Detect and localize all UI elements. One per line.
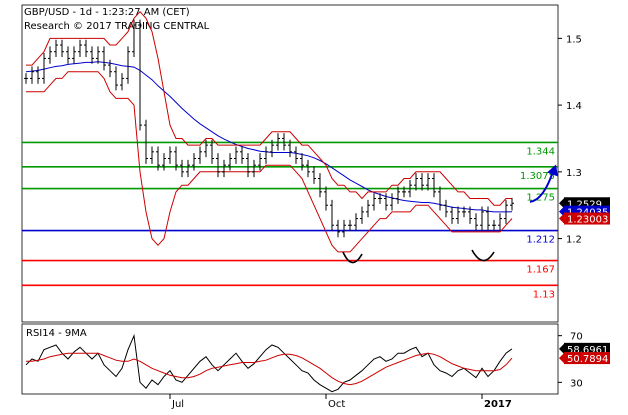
bollinger_upper-line [26, 10, 512, 206]
x-tick-label: Jul [171, 399, 184, 410]
chart-header-title: GBP/USD - 1d - 1:23:27 AM (CET) [24, 7, 190, 18]
price-series [24, 10, 558, 253]
price-tag-pointer-0 [559, 198, 564, 209]
price-levels: 1.344 1.3075 1.275 1.212 1.167 1.13 [22, 141, 558, 300]
rsi-tag-label-0: 58.6961 [567, 345, 608, 356]
price-tag-bg-2 [564, 212, 610, 225]
level-label-0: 1.344 [526, 146, 555, 157]
level-label-1: 1.3075 [520, 171, 555, 182]
rsi-tag-pointer-0 [559, 343, 564, 354]
rsi-series [25, 333, 513, 393]
bollinger_lower-line [26, 71, 513, 253]
level-label-4: 1.167 [526, 265, 555, 276]
level-label-5: 1.13 [533, 289, 555, 300]
rsi-y-tick-label: 70 [570, 332, 583, 343]
price-y-tick-label: 1.4 [566, 101, 582, 112]
rsi-panel-title: RSI14 - 9MA [26, 328, 87, 339]
rsi-panel-frame [21, 323, 559, 395]
rsi-tag-label-1: 50.7894 [567, 354, 608, 365]
level-label-2: 1.275 [526, 193, 555, 204]
price-tag-label-2: 1.23003 [567, 215, 608, 226]
x-tick-label: 2017 [484, 399, 512, 410]
rsi-tag-pointer-1 [559, 353, 564, 364]
price-y-tick-label: 1.2 [566, 235, 582, 246]
price-tag-label-0: 1.2529 [567, 199, 602, 210]
rsi-line [25, 333, 513, 393]
target-arrow-head [547, 164, 558, 177]
rsi-tag-bg-1 [564, 352, 610, 365]
price-tag-pointer-2 [559, 213, 564, 224]
chart-header-copyright: Research © 2017 TRADING CENTRAL [24, 21, 210, 32]
price-panel-frame [21, 4, 559, 323]
moving_average-line [25, 61, 513, 213]
rsi-tag-bg-0 [564, 342, 610, 355]
x-tick-label: Oct [328, 399, 345, 410]
bottom-arc-mark [342, 251, 363, 264]
rsi-y-tick-label: 30 [570, 378, 583, 389]
price-y-tick-label: 1.3 [566, 168, 582, 179]
axes: 1.5 1.4 1.3 1.2 70 30 Jul Oct 2017 [169, 34, 583, 410]
rsi_ma-line [26, 352, 513, 386]
price-y-tick-label: 1.5 [566, 34, 582, 45]
price-tag-pointer-1 [559, 206, 564, 217]
level-label-3: 1.212 [526, 235, 555, 246]
bottom-arc-mark [471, 249, 495, 262]
